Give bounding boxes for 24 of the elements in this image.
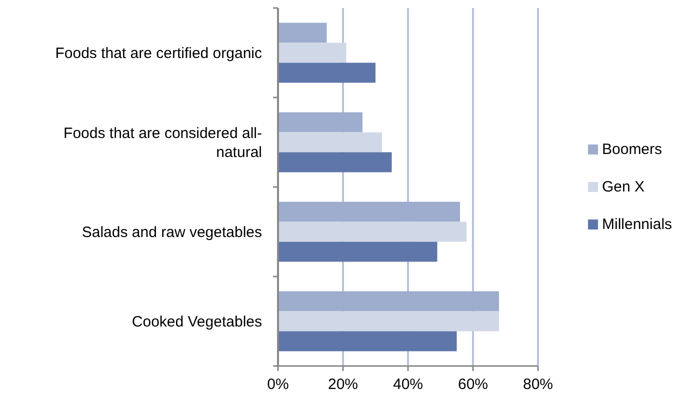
- y-tick-label: Foods that are certified organic: [55, 44, 262, 62]
- bar: [278, 112, 362, 132]
- bar: [278, 242, 438, 262]
- bar: [278, 202, 460, 222]
- x-tick-label: 40%: [392, 376, 424, 393]
- y-tick-label: Salads and raw vegetables: [82, 223, 262, 240]
- bar: [278, 331, 457, 352]
- bar: [278, 132, 382, 152]
- x-tick-label: 20%: [328, 376, 358, 393]
- x-tick-label: 60%: [458, 376, 488, 393]
- bar: [278, 291, 499, 312]
- y-tick-label: Foods that are considered all-natural: [64, 124, 262, 160]
- legend-label: Millennials: [602, 216, 672, 233]
- bar: [278, 42, 346, 63]
- legend-label: Boomers: [602, 141, 662, 158]
- y-tick-label: Cooked Vegetables: [132, 312, 262, 330]
- x-tick-label: 0%: [267, 376, 289, 393]
- legend-label: Gen X: [602, 178, 645, 196]
- bar: [278, 152, 392, 172]
- bar: [278, 222, 466, 242]
- bar: [278, 311, 499, 332]
- x-tick-label: 80%: [522, 376, 554, 393]
- bar: [278, 22, 327, 43]
- bar: [278, 62, 376, 83]
